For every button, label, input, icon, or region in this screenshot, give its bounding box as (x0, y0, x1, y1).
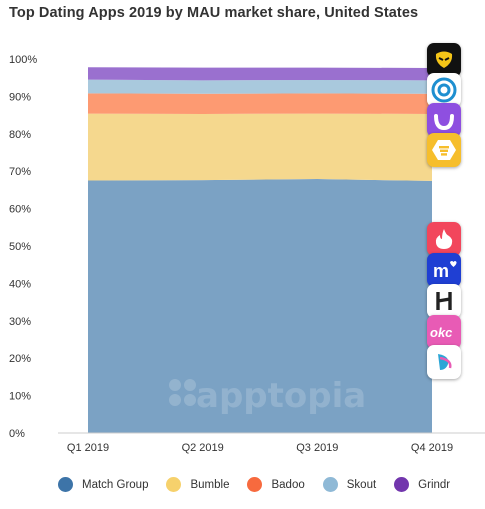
area-skout (88, 79, 432, 94)
area-match-group (88, 179, 432, 433)
legend-swatch (394, 477, 410, 492)
area-grindr (88, 67, 432, 81)
svg-text:okc: okc (430, 325, 453, 340)
y-tick-label: 100% (9, 54, 37, 66)
badoo-icon (427, 103, 461, 137)
legend-label: Grindr (418, 478, 451, 491)
legend-swatch (247, 477, 263, 492)
x-tick-label: Q1 2019 (67, 442, 109, 454)
x-axis: Q1 2019 Q2 2019 Q3 2019 Q4 2019 (67, 442, 453, 454)
legend-swatch (166, 477, 182, 492)
y-tick-label: 20% (9, 353, 31, 365)
match-icon: m (427, 253, 461, 287)
y-tick-label: 0% (9, 428, 25, 440)
y-tick-label: 40% (9, 278, 31, 290)
bumble-icon (427, 133, 461, 167)
legend-item: Grindr (394, 477, 450, 492)
y-tick-label: 90% (9, 91, 31, 103)
okcupid-icon: okc (427, 315, 461, 349)
legend-item: Bumble (166, 477, 229, 492)
stacked-area-chart: apptopia 0% 10% 20% 30% 40% 50% 60% 70% 80% 90% 10… (9, 54, 485, 454)
grindr-icon (427, 43, 461, 77)
y-axis: 0% 10% 20% 30% 40% 50% 60% 70% 80% 90% 100% (9, 54, 37, 440)
legend-label: Badoo (271, 478, 305, 491)
y-tick-label: 10% (9, 391, 31, 403)
y-tick-label: 60% (9, 204, 31, 216)
x-tick-label: Q4 2019 (411, 442, 453, 454)
y-tick-label: 30% (9, 316, 31, 328)
svg-text:m: m (433, 261, 449, 281)
legend-label: Bumble (190, 478, 230, 491)
x-tick-label: Q2 2019 (182, 442, 224, 454)
watermark-logo-icon (169, 379, 196, 406)
legend: Match Group Bumble Badoo Skout Grindr (58, 477, 468, 492)
x-tick-label: Q3 2019 (296, 442, 338, 454)
legend-swatch (322, 477, 338, 492)
chart-title: Top Dating Apps 2019 by MAU market share… (9, 5, 419, 21)
skout-icon (427, 73, 461, 107)
legend-item: Badoo (247, 477, 305, 492)
watermark-text: apptopia (196, 376, 366, 416)
legend-label: Skout (346, 478, 377, 491)
tinder-icon (427, 222, 461, 256)
area-bumble (88, 113, 432, 181)
hinge-icon (427, 284, 461, 318)
pof-icon (427, 345, 461, 379)
y-tick-label: 50% (9, 241, 31, 253)
y-tick-label: 70% (9, 166, 31, 178)
legend-item: Match Group (58, 477, 148, 492)
legend-label: Match Group (82, 478, 149, 491)
area-layer (88, 67, 432, 433)
legend-item: Skout (322, 477, 377, 492)
area-badoo (88, 93, 432, 114)
y-tick-label: 80% (9, 129, 31, 141)
legend-swatch (58, 477, 73, 492)
